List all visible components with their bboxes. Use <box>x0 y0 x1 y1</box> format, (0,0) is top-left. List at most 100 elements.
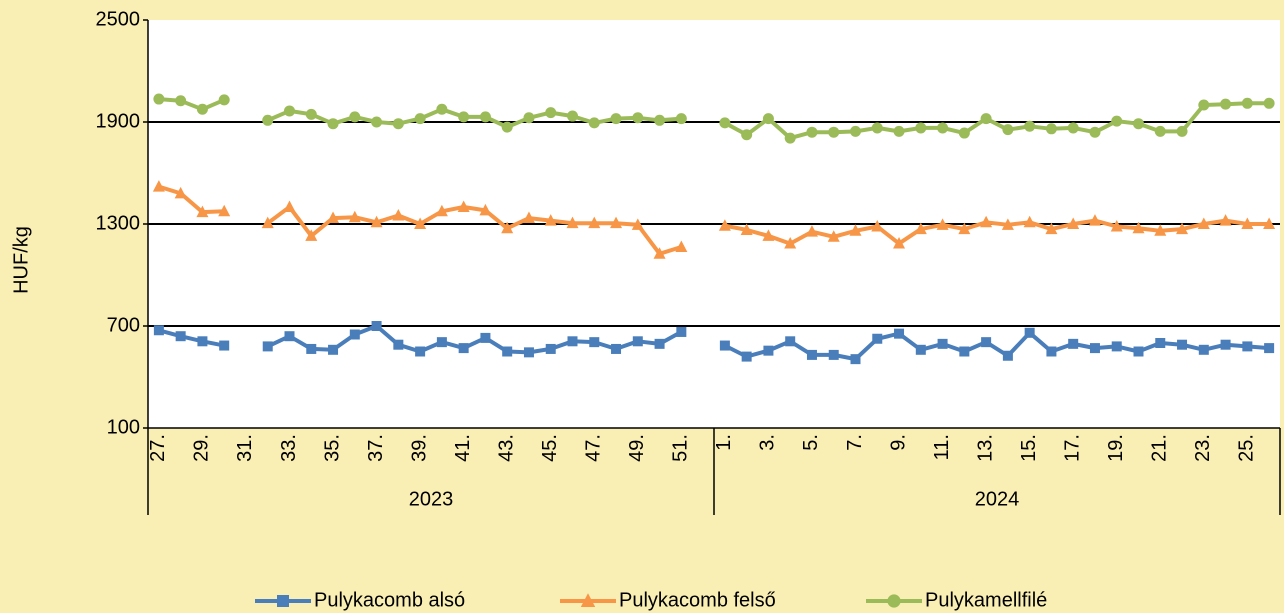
marker <box>328 344 339 355</box>
marker <box>959 346 970 357</box>
marker <box>545 343 556 354</box>
x-tick-label: 5. <box>800 434 822 451</box>
marker <box>1263 97 1275 109</box>
marker <box>371 321 382 331</box>
marker <box>327 118 339 130</box>
marker <box>1264 343 1275 354</box>
marker <box>1024 120 1036 132</box>
marker <box>958 222 971 235</box>
marker <box>1023 215 1036 228</box>
marker <box>175 331 186 342</box>
marker <box>152 180 165 192</box>
marker <box>1219 214 1232 226</box>
marker <box>458 111 470 123</box>
marker <box>828 126 840 138</box>
marker <box>435 204 448 217</box>
marker <box>174 186 187 199</box>
marker <box>980 113 992 125</box>
marker <box>1067 217 1080 229</box>
marker <box>371 116 383 128</box>
marker <box>436 337 447 348</box>
legend-label: Pulykacomb felső <box>619 589 776 611</box>
x-tick-label: 47. <box>583 434 605 462</box>
marker <box>1154 125 1166 137</box>
marker <box>261 216 274 229</box>
marker <box>887 594 901 608</box>
marker <box>676 326 687 337</box>
x-tick-label: 1. <box>713 434 735 451</box>
marker <box>153 325 164 336</box>
y-axis-label: HUF/kg <box>10 226 32 294</box>
marker <box>805 225 818 237</box>
marker <box>1088 214 1101 226</box>
y-tick-label: 1900 <box>96 110 141 132</box>
marker <box>1045 222 1058 235</box>
marker <box>806 126 818 138</box>
marker <box>349 111 361 123</box>
y-tick-label: 1300 <box>96 212 141 234</box>
marker <box>1133 346 1144 357</box>
marker <box>632 336 643 347</box>
marker <box>501 121 513 133</box>
marker <box>175 95 187 107</box>
x-tick-label: 27. <box>147 434 169 462</box>
marker <box>348 210 361 223</box>
marker <box>1198 344 1209 355</box>
marker <box>414 113 426 125</box>
x-tick-label: 49. <box>626 434 648 462</box>
marker <box>480 332 491 343</box>
x-tick-label: 17. <box>1061 434 1083 462</box>
x-tick-label: 7. <box>844 434 866 451</box>
marker <box>915 344 926 355</box>
marker <box>1241 217 1254 229</box>
marker <box>806 349 817 360</box>
marker <box>893 125 905 137</box>
marker <box>567 336 578 347</box>
marker <box>1197 217 1210 229</box>
marker <box>763 345 774 356</box>
x-tick-label: 31. <box>234 434 256 462</box>
marker <box>980 215 993 228</box>
marker <box>153 93 165 105</box>
marker <box>392 118 404 130</box>
marker <box>894 328 905 339</box>
marker <box>1111 115 1123 127</box>
legend-label: Pulykamellfilé <box>925 589 1047 611</box>
x-group-label: 2023 <box>409 488 454 510</box>
marker <box>589 337 600 348</box>
marker <box>1002 124 1014 136</box>
marker <box>1154 224 1167 236</box>
marker <box>718 219 731 231</box>
marker <box>197 336 208 347</box>
marker <box>370 215 383 228</box>
marker <box>1155 338 1166 348</box>
x-tick-label: 11. <box>931 434 953 460</box>
x-tick-label: 41. <box>452 434 474 462</box>
marker <box>654 114 666 126</box>
x-tick-label: 25. <box>1236 434 1258 462</box>
marker <box>349 329 360 340</box>
x-tick-label: 3. <box>757 434 779 451</box>
marker <box>872 333 883 344</box>
x-tick-label: 35. <box>321 434 343 462</box>
marker <box>785 336 796 347</box>
marker <box>1176 222 1189 235</box>
marker <box>218 204 231 217</box>
x-tick-label: 51. <box>670 434 692 462</box>
legend-label: Pulykacomb alsó <box>314 589 465 611</box>
marker <box>284 331 295 342</box>
marker <box>1198 99 1210 111</box>
marker <box>1176 125 1188 137</box>
marker <box>1132 221 1145 234</box>
marker <box>914 222 927 235</box>
marker <box>1089 126 1101 138</box>
marker <box>218 94 230 106</box>
x-tick-label: 15. <box>1018 434 1040 462</box>
marker <box>327 211 340 224</box>
marker <box>1263 217 1276 229</box>
x-tick-label: 21. <box>1149 434 1171 462</box>
marker <box>1110 220 1123 232</box>
marker <box>588 117 600 129</box>
marker <box>580 593 596 607</box>
